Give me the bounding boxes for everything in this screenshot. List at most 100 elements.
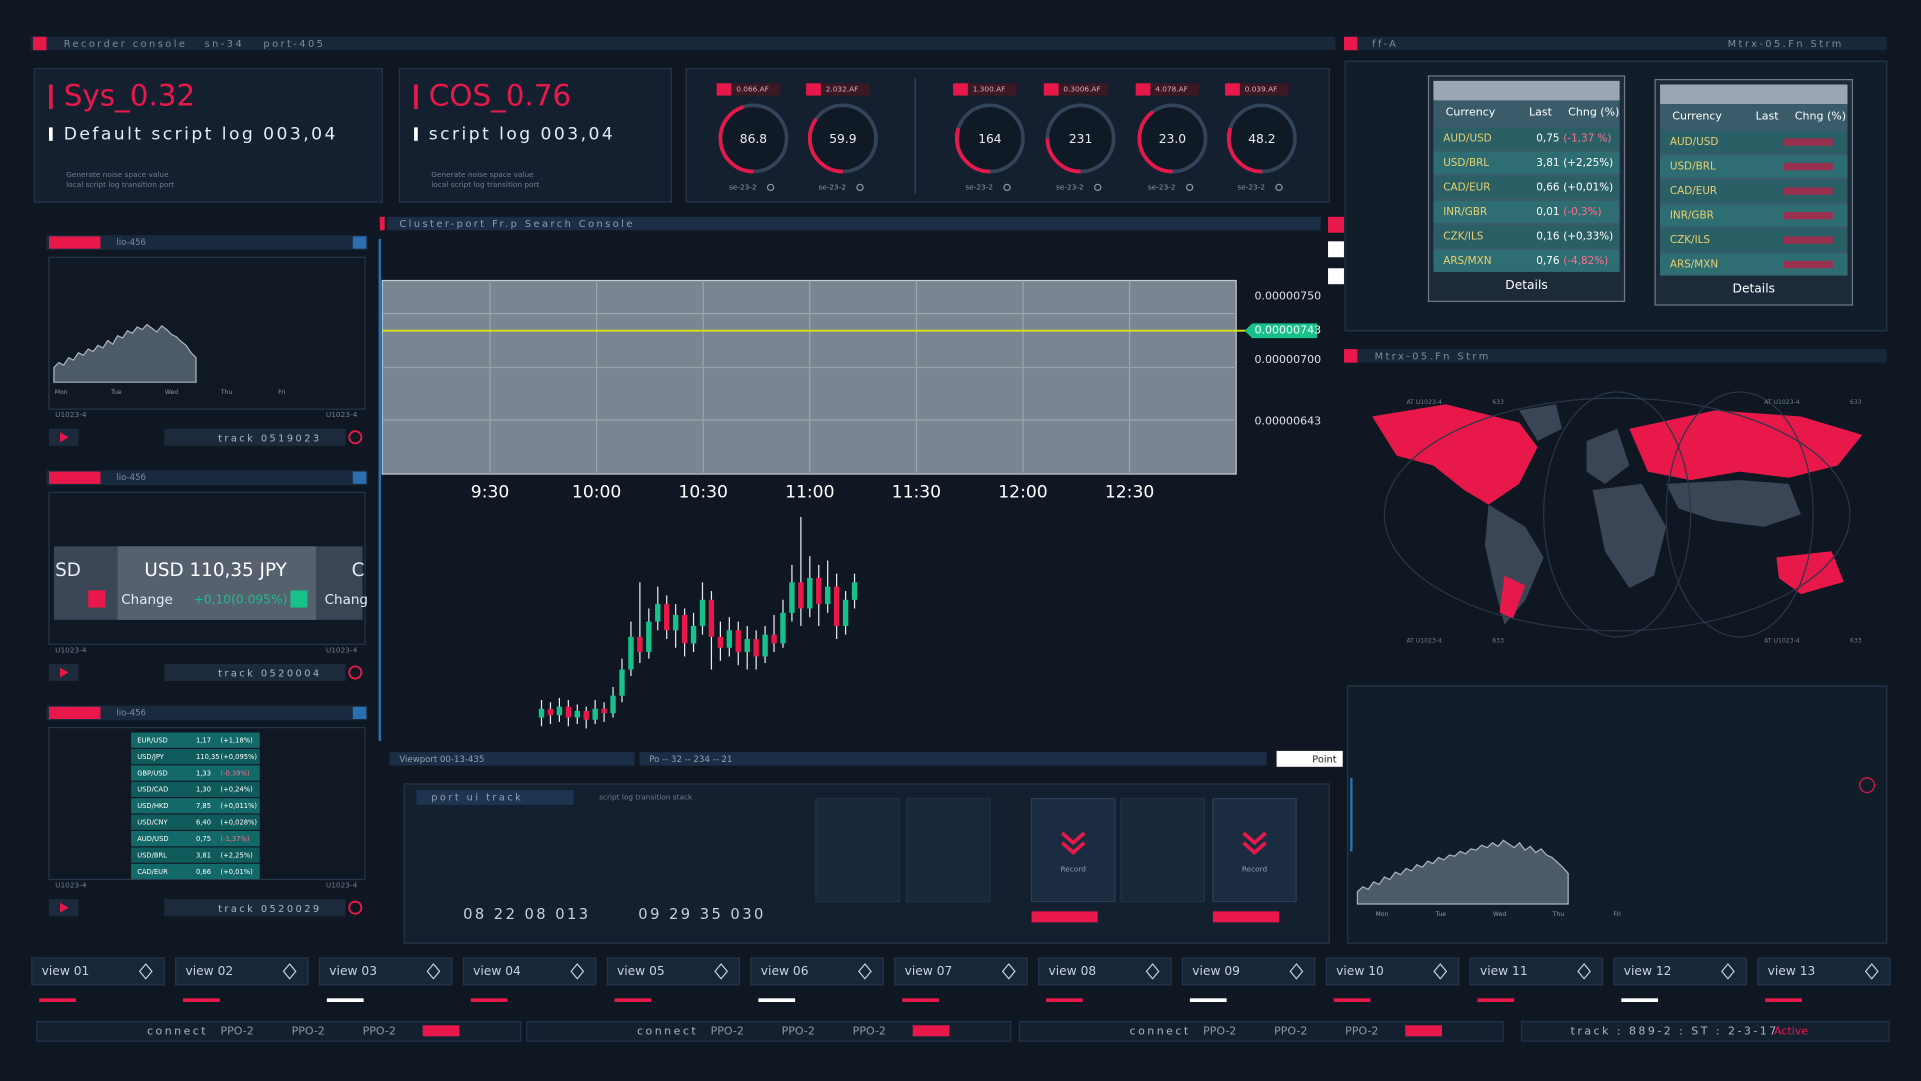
view-button[interactable]: [1613, 957, 1747, 986]
candle-body: [690, 625, 697, 644]
ticker-change: +0,10(0.095%): [194, 593, 288, 607]
view-button[interactable]: [750, 957, 884, 986]
mini-cell: (-1,37%): [221, 835, 250, 843]
mini-cell: 1,17: [196, 736, 211, 744]
candle-body: [628, 636, 634, 670]
position: Po -- 32 -- 234 -- 21: [649, 755, 732, 765]
mini-cell: GBP/USD: [137, 769, 168, 777]
ticker-side: C: [352, 560, 365, 581]
gauge-tag-bg: [953, 83, 1017, 96]
table-row: [1433, 151, 1620, 174]
mini-cell: EUR/USD: [137, 736, 167, 744]
view-icon: [1864, 963, 1879, 980]
details-button[interactable]: Details: [1505, 278, 1547, 292]
mini-row: [131, 765, 260, 781]
current-price: 0.00000743: [1255, 324, 1322, 337]
status-connect: connect: [1130, 1024, 1191, 1037]
cam-header: [46, 705, 368, 721]
price-label: 0.00000750: [1255, 289, 1322, 302]
currency-pair: USD/BRL: [1670, 161, 1716, 173]
view-indicator: [1046, 998, 1083, 1002]
gauge-arc: [1045, 103, 1116, 174]
view-button[interactable]: [606, 957, 741, 986]
refresh-button[interactable]: [348, 665, 363, 680]
cam-footer: U1023-4: [55, 410, 87, 419]
table-row: [1433, 249, 1620, 272]
view-button[interactable]: [318, 957, 453, 986]
view-icon: [570, 963, 585, 980]
table-head: [1660, 84, 1848, 105]
table-head: [1433, 80, 1620, 101]
view-button[interactable]: [31, 957, 165, 986]
mini-row: [131, 830, 260, 847]
mini-cell: CAD/EUR: [137, 868, 168, 876]
time-label: 11:00: [785, 482, 834, 502]
viewport: Viewport 00-13-435: [399, 755, 484, 765]
view-button[interactable]: [894, 957, 1028, 986]
table-cell: 0,66: [1536, 181, 1559, 193]
table-cell: CAD/EUR: [1443, 181, 1490, 193]
view-indicator: [1333, 998, 1371, 1002]
gauge-footer: se-23-2: [729, 182, 757, 191]
candle-body: [556, 706, 563, 716]
mini-cell: 0,66: [196, 868, 211, 876]
candle-body: [601, 708, 607, 714]
view-button[interactable]: [1181, 957, 1316, 986]
view-button[interactable]: [1325, 957, 1460, 986]
cam-header: [46, 470, 368, 486]
status-channel: PPO-2: [1345, 1024, 1378, 1037]
candle-body: [681, 615, 688, 644]
ticker-main: [117, 546, 317, 620]
ticker-pair: USD 110,35 JPY: [144, 560, 287, 581]
view-indicator: [326, 998, 364, 1002]
console-close[interactable]: [1328, 216, 1344, 233]
view-label: view 06: [761, 964, 809, 978]
mini-cell: USD/BRL: [137, 851, 167, 859]
world-map: [1372, 391, 1863, 638]
x-tick-label: Wed: [165, 389, 178, 396]
candle-body: [655, 604, 661, 622]
card-marker: [49, 84, 53, 110]
volume-button[interactable]: [1859, 777, 1876, 794]
card-title: Sys_0.32: [64, 78, 196, 112]
table-row: [1660, 253, 1848, 276]
view-label: view 13: [1768, 964, 1816, 978]
gauge-footer: se-23-2: [965, 182, 993, 191]
view-label: view 04: [473, 964, 521, 978]
console-play[interactable]: [1328, 241, 1344, 258]
view-button[interactable]: [1757, 957, 1891, 986]
current-price-tag: [1244, 323, 1318, 339]
point-button[interactable]: [1276, 750, 1343, 767]
header-text: port-405: [263, 39, 325, 50]
view-label: view 03: [329, 964, 377, 978]
status-connect: connect: [637, 1024, 698, 1037]
cam-track: track 0519023: [218, 434, 322, 445]
view-button[interactable]: [1469, 957, 1604, 986]
table-cell: (+0,01%): [1563, 181, 1613, 193]
mini-cell: 0,75: [196, 835, 211, 843]
console-stop[interactable]: [1328, 268, 1344, 285]
candle-body: [851, 582, 858, 600]
candle-body: [637, 636, 643, 653]
mini-row: [131, 798, 260, 814]
view-label: view 12: [1624, 964, 1672, 978]
gauge-footer: se-23-2: [818, 182, 846, 191]
status-card: [33, 67, 383, 203]
view-button[interactable]: [462, 957, 597, 986]
status-channel: PPO-2: [782, 1024, 815, 1037]
header-bar: [30, 36, 1336, 51]
refresh-button[interactable]: [348, 900, 363, 915]
close-button[interactable]: [352, 236, 367, 249]
candle-body: [744, 639, 750, 653]
view-button[interactable]: [175, 957, 309, 986]
card-marker: [414, 127, 418, 141]
close-button[interactable]: [352, 706, 367, 720]
status-channel: PPO-2: [292, 1024, 325, 1037]
refresh-button[interactable]: [348, 430, 363, 445]
view-button[interactable]: [1038, 957, 1172, 986]
column-header: Last: [1756, 109, 1780, 122]
close-button[interactable]: [352, 471, 367, 484]
status-card: [398, 67, 672, 203]
play-icon: [60, 902, 69, 913]
details-button[interactable]: Details: [1733, 282, 1775, 296]
